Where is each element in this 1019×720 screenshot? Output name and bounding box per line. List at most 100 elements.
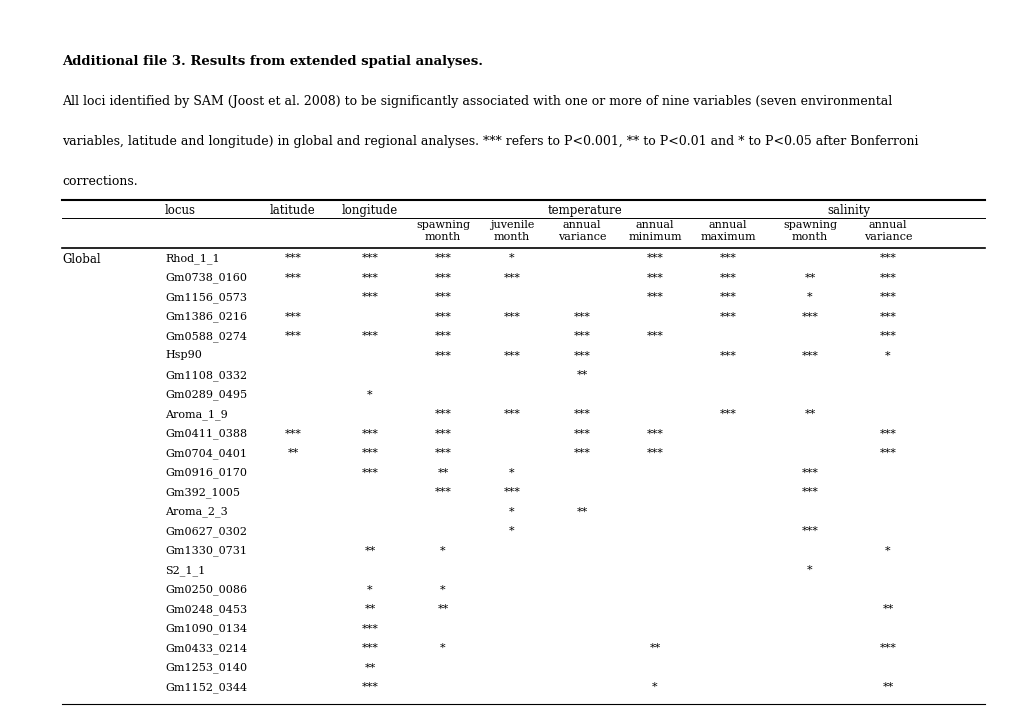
Text: Gm0289_0495: Gm0289_0495 [165,390,247,400]
Text: locus: locus [165,204,196,217]
Text: *: * [508,506,515,516]
Text: ***: *** [573,448,590,458]
Text: ***: *** [573,428,590,438]
Text: ***: *** [284,312,302,322]
Text: ***: *** [718,312,736,322]
Text: Hsp90: Hsp90 [165,351,202,361]
Text: *: * [884,546,890,556]
Text: *: * [508,253,515,263]
Text: ***: *** [718,253,736,263]
Text: ***: *** [573,351,590,361]
Text: Gm1090_0134: Gm1090_0134 [165,624,247,634]
Text: ***: *** [361,272,378,282]
Text: ***: *** [878,448,896,458]
Text: *: * [884,351,890,361]
Text: *: * [806,292,812,302]
Text: ***: *** [646,448,662,458]
Text: ***: *** [284,428,302,438]
Text: **: ** [437,467,448,477]
Text: **: ** [437,604,448,614]
Text: *: * [806,565,812,575]
Text: corrections.: corrections. [62,175,138,188]
Text: Global: Global [62,253,101,266]
Text: ***: *** [801,467,817,477]
Text: spawning
month: spawning month [416,220,470,243]
Text: longitude: longitude [341,204,397,217]
Text: **: ** [364,604,375,614]
Text: Gm1330_0731: Gm1330_0731 [165,546,247,557]
Text: ***: *** [801,526,817,536]
Text: ***: *** [361,448,378,458]
Text: *: * [440,546,445,556]
Text: ***: *** [646,331,662,341]
Text: Gm0627_0302: Gm0627_0302 [165,526,247,536]
Text: **: ** [881,604,893,614]
Text: ***: *** [503,272,520,282]
Text: ***: *** [361,331,378,341]
Text: Gm0248_0453: Gm0248_0453 [165,604,247,615]
Text: *: * [367,585,373,595]
Text: **: ** [364,546,375,556]
Text: ***: *** [434,351,451,361]
Text: Gm0916_0170: Gm0916_0170 [165,467,247,478]
Text: ***: *** [573,312,590,322]
Text: **: ** [804,272,815,282]
Text: ***: *** [801,312,817,322]
Text: ***: *** [646,253,662,263]
Text: **: ** [576,370,587,380]
Text: ***: *** [878,292,896,302]
Text: ***: *** [434,253,451,263]
Text: ***: *** [878,428,896,438]
Text: annual
minimum: annual minimum [628,220,681,243]
Text: **: ** [364,662,375,672]
Text: **: ** [576,506,587,516]
Text: ***: *** [434,448,451,458]
Text: ***: *** [718,351,736,361]
Text: ***: *** [284,272,302,282]
Text: ***: *** [573,409,590,419]
Text: ***: *** [434,428,451,438]
Text: ***: *** [573,331,590,341]
Text: ***: *** [878,272,896,282]
Text: latitude: latitude [270,204,316,217]
Text: Gm0433_0214: Gm0433_0214 [165,643,247,654]
Text: **: ** [881,682,893,692]
Text: ***: *** [434,312,451,322]
Text: ***: *** [361,624,378,634]
Text: All loci identified by SAM (Joost et al. 2008) to be significantly associated wi: All loci identified by SAM (Joost et al.… [62,95,892,108]
Text: Gm0588_0274: Gm0588_0274 [165,331,247,342]
Text: ***: *** [878,331,896,341]
Text: Additional file 3. Results from extended spatial analyses.: Additional file 3. Results from extended… [62,55,483,68]
Text: Gm1386_0216: Gm1386_0216 [165,312,247,323]
Text: *: * [440,643,445,653]
Text: temperature: temperature [547,204,623,217]
Text: ***: *** [646,272,662,282]
Text: Gm1152_0344: Gm1152_0344 [165,682,247,693]
Text: *: * [651,682,657,692]
Text: *: * [508,467,515,477]
Text: ***: *** [434,292,451,302]
Text: ***: *** [878,312,896,322]
Text: variables, latitude and longitude) in global and regional analyses. *** refers t: variables, latitude and longitude) in gl… [62,135,917,148]
Text: annual
variance: annual variance [557,220,605,243]
Text: Gm0250_0086: Gm0250_0086 [165,585,247,595]
Text: Gm1156_0573: Gm1156_0573 [165,292,247,302]
Text: spawning
month: spawning month [783,220,837,243]
Text: Gm0411_0388: Gm0411_0388 [165,428,247,439]
Text: ***: *** [718,292,736,302]
Text: ***: *** [361,428,378,438]
Text: ***: *** [503,351,520,361]
Text: ***: *** [878,253,896,263]
Text: juvenile
month: juvenile month [489,220,534,243]
Text: ***: *** [361,292,378,302]
Text: ***: *** [718,272,736,282]
Text: S2_1_1: S2_1_1 [165,565,205,576]
Text: ***: *** [434,487,451,497]
Text: ***: *** [646,428,662,438]
Text: *: * [508,526,515,536]
Text: **: ** [287,448,299,458]
Text: ***: *** [361,682,378,692]
Text: annual
maximum: annual maximum [699,220,755,243]
Text: ***: *** [646,292,662,302]
Text: ***: *** [434,409,451,419]
